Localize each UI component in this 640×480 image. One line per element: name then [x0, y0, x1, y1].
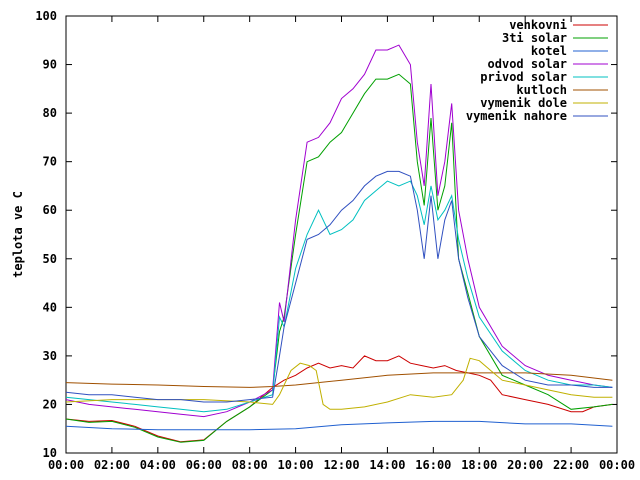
- x-tick-label: 20:00: [507, 458, 543, 472]
- legend-label-3ti-solar: 3ti solar: [502, 31, 567, 45]
- series-line-vymenik-dole: [65, 357, 613, 410]
- series-line-kutloch: [65, 372, 613, 388]
- y-tick-label: 20: [43, 397, 57, 411]
- series-line-3ti-solar: [65, 73, 613, 443]
- x-tick-label: 16:00: [415, 458, 451, 472]
- legend-label-vymenik-nahore: vymenik nahore: [466, 109, 567, 123]
- series-line-odvod-solar: [65, 44, 613, 418]
- x-tick-label: 06:00: [186, 458, 222, 472]
- x-tick-label: 00:00: [599, 458, 635, 472]
- x-tick-label: 04:00: [140, 458, 176, 472]
- y-tick-label: 70: [43, 155, 57, 169]
- x-tick-label: 10:00: [278, 458, 314, 472]
- x-tick-label: 08:00: [232, 458, 268, 472]
- y-tick-label: 60: [43, 203, 57, 217]
- series-layer: [65, 44, 613, 443]
- x-tick-label: 00:00: [48, 458, 84, 472]
- y-tick-label: 10: [43, 446, 57, 460]
- series-line-privod-solar: [65, 180, 613, 413]
- legend-label-vymenik-dole: vymenik dole: [480, 96, 567, 110]
- y-tick-label: 40: [43, 300, 57, 314]
- legend-label-privod-solar: privod solar: [480, 70, 567, 84]
- x-tick-label: 02:00: [94, 458, 130, 472]
- y-tick-label: 80: [43, 106, 57, 120]
- x-tick-label: 12:00: [323, 458, 359, 472]
- series-line-vymenik-nahore: [65, 170, 613, 403]
- x-tick-label: 22:00: [553, 458, 589, 472]
- legend-label-kotel: kotel: [531, 44, 567, 58]
- y-tick-label: 50: [43, 252, 57, 266]
- legend-label-kutloch: kutloch: [516, 83, 567, 97]
- y-tick-label: 100: [35, 9, 57, 23]
- x-tick-label: 14:00: [369, 458, 405, 472]
- series-line-kotel: [65, 420, 613, 431]
- y-axis-label: teplota ve C: [11, 191, 25, 278]
- y-tick-label: 90: [43, 58, 57, 72]
- x-tick-label: 18:00: [461, 458, 497, 472]
- y-tick-label: 30: [43, 349, 57, 363]
- legend-label-odvod-solar: odvod solar: [488, 57, 567, 71]
- axis-ticks: 10 20 30 40 50 60 70 80 90 100 00:00 02:00 04:00 06:0…: [35, 9, 635, 472]
- legend-label-venkovni: venkovni: [509, 18, 567, 32]
